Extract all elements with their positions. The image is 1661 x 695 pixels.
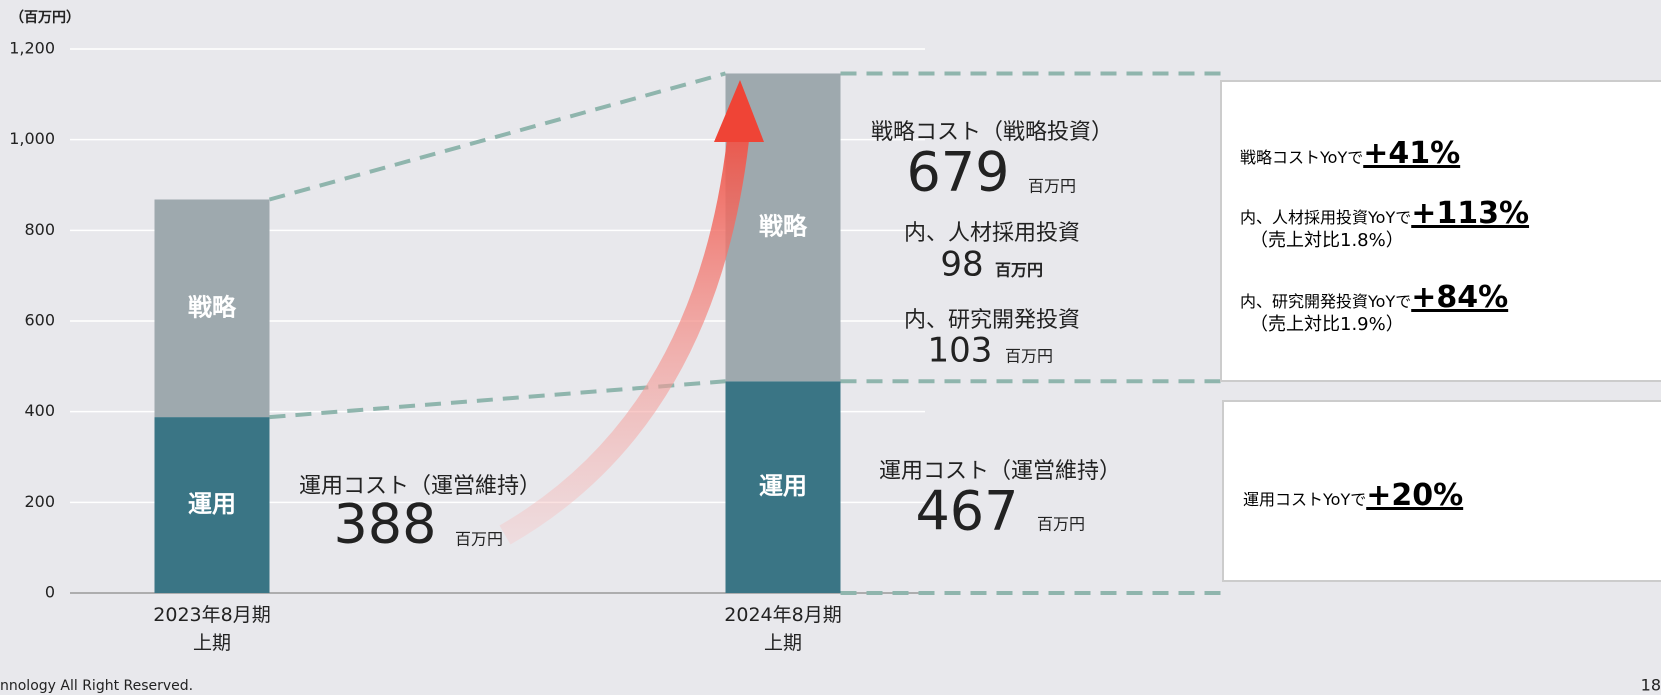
callout: 内、人材採用投資YoYで+113% （売上対比1.8%） [1240,196,1529,251]
callout-text: 内、人材採用投資YoYで [1240,208,1412,227]
annotation: 百万円 [455,530,503,549]
y-tick-label: 0 [45,583,55,602]
segment-label: 戦略 [188,293,237,321]
callout-box [1220,80,1661,382]
y-tick-label: 1,000 [9,129,55,148]
y-tick-label: 400 [24,401,55,420]
annotation: 679 [906,141,1009,204]
callout-highlight: +84% [1411,280,1509,315]
callout-note: （売上対比1.9%） [1250,314,1404,335]
bar-segment [725,381,841,593]
segment-label: 運用 [188,490,236,518]
bar-segment [154,417,270,593]
growth-arrow [499,138,749,545]
callout-highlight: +41% [1363,136,1461,171]
y-tick-label: 1,200 [9,39,55,58]
callout-note: （売上対比1.8%） [1250,230,1404,251]
callout: 運用コストYoYで+20% [1243,478,1463,513]
callout-box [1222,400,1661,582]
annotation: 103 [928,331,993,371]
callout: 戦略コストYoYで+41% [1240,136,1460,171]
segment-label: 運用 [759,472,807,500]
x-tick-label: 2024年8月期 上期 [724,604,842,654]
annotation: 467 [915,480,1018,543]
y-tick-label: 200 [24,492,55,511]
x-tick-label: 2023年8月期 上期 [153,604,271,654]
connector [268,71,727,202]
callout-highlight: +113% [1411,196,1530,231]
growth-arrow-head [714,80,764,142]
y-tick-label: 600 [24,311,55,330]
page-number: 18 [1641,676,1661,695]
annotation: 百万円 [1028,177,1076,196]
annotation: 運用コスト（運営維持） [299,474,541,499]
y-tick-label: 800 [24,220,55,239]
annotation: 98 [940,245,983,285]
callout-text: 運用コストYoYで [1243,490,1367,509]
annotation: 運用コスト（運営維持） [879,459,1121,484]
callout: 内、研究開発投資YoYで+84% （売上対比1.9%） [1240,280,1508,335]
annotation: 百万円 [1005,347,1053,366]
y-axis-label: （百万円） [10,10,80,26]
callout-text: 内、研究開発投資YoYで [1240,292,1412,311]
callout-highlight: +20% [1366,478,1464,513]
bar-segment [154,199,270,418]
annotation: 百万円 [1037,515,1085,534]
annotation: 388 [333,493,436,556]
annotation: 内、人材採用投資 [904,221,1080,246]
annotation: 内、研究開発投資 [904,308,1080,333]
segment-label: 戦略 [759,212,808,240]
annotation: 戦略コスト（戦略投資） [871,120,1113,145]
annotation: 百万円 [995,261,1043,280]
footer: nnology All Right Reserved. [0,678,193,694]
callout-text: 戦略コストYoYで [1240,148,1364,167]
